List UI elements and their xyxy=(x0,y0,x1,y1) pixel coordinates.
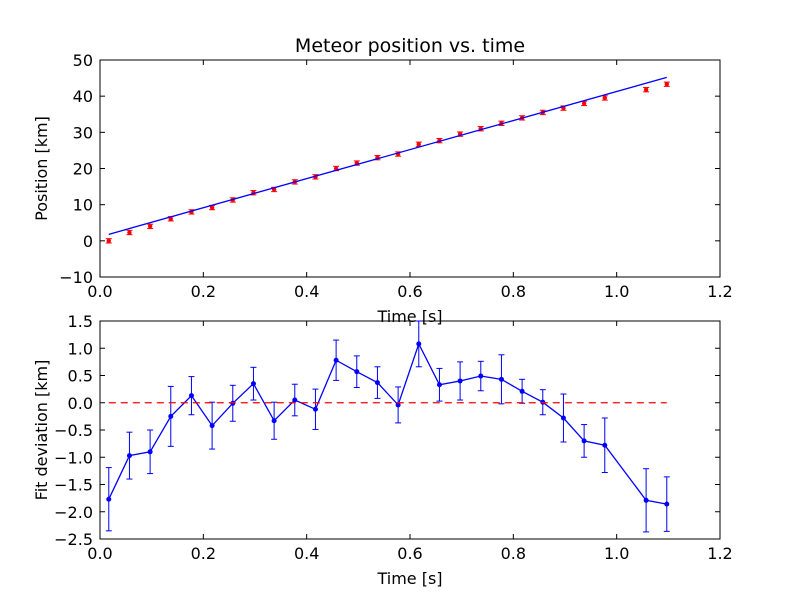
data-point xyxy=(581,101,587,106)
data-point xyxy=(498,376,504,382)
data-point xyxy=(333,357,339,363)
data-point xyxy=(354,369,360,375)
x-tick-label: 0.2 xyxy=(191,544,216,563)
data-point xyxy=(664,501,670,507)
data-point xyxy=(602,95,607,101)
data-point xyxy=(643,87,649,92)
y-tick-label: 30 xyxy=(73,123,93,142)
y-tick-label: 1.0 xyxy=(68,339,93,358)
data-point xyxy=(126,453,132,459)
y-tick-label: −2.0 xyxy=(54,503,93,522)
x-tick-label: 1.0 xyxy=(604,544,629,563)
data-point xyxy=(106,238,111,244)
data-point xyxy=(374,380,380,386)
y-tick-label: −0.5 xyxy=(54,421,93,440)
data-point xyxy=(168,413,174,419)
data-point xyxy=(436,382,442,388)
data-point xyxy=(643,497,649,503)
deviation-panel: 0.0 0.2 0.4 0.6 0.8 1.0 1.2 −2.5 −2.0 −1.5 −1.0 −0.… xyxy=(32,312,733,588)
data-point xyxy=(478,373,484,379)
y-tick-label: 1.5 xyxy=(68,312,93,331)
x-tick-label: 0.6 xyxy=(397,544,422,563)
data-point xyxy=(147,224,153,229)
position-panel: 0.0 0.2 0.4 0.6 0.8 1.0 1.2 −10 0 10 20 30 40 50 Meteo… xyxy=(32,35,733,326)
plot-frame xyxy=(99,59,721,278)
y-axis-label: Position [km] xyxy=(32,116,51,221)
x-tick-label: 0.4 xyxy=(294,544,319,563)
data-point xyxy=(581,438,587,444)
y-tick-label: 10 xyxy=(73,196,93,215)
data-point xyxy=(127,230,132,235)
y-tick-label: 20 xyxy=(73,160,93,179)
y-tick-label: 0 xyxy=(83,232,93,251)
data-point xyxy=(271,418,277,424)
x-tick-label: 0.2 xyxy=(191,282,216,301)
y-tick-label: −2.5 xyxy=(54,530,93,549)
x-tick-label: 1.2 xyxy=(707,282,732,301)
data-point xyxy=(188,393,194,399)
x-tick-label: 1.0 xyxy=(604,282,629,301)
x-tick-label: 0.4 xyxy=(294,282,319,301)
x-tick-label: 1.2 xyxy=(707,544,732,563)
data-point xyxy=(519,388,525,394)
deviation-line xyxy=(108,342,667,505)
y-tick-label: 0.0 xyxy=(68,394,93,413)
x-tick-label: 0.8 xyxy=(501,282,526,301)
data-point xyxy=(250,381,256,387)
y-tick-label: 40 xyxy=(73,87,93,106)
data-point xyxy=(395,402,401,408)
y-tick-label: 50 xyxy=(73,51,93,70)
data-point xyxy=(416,341,422,347)
data-point xyxy=(147,449,153,455)
data-point xyxy=(312,406,318,412)
data-point xyxy=(292,397,298,403)
y-tick-label: −1.5 xyxy=(54,476,93,495)
y-tick-label: 0.5 xyxy=(68,367,93,386)
y-tick-label: −10 xyxy=(59,268,93,287)
fit-line xyxy=(108,76,667,235)
x-tick-label: 0.6 xyxy=(397,282,422,301)
data-point xyxy=(209,205,215,210)
x-tick-label: 0.8 xyxy=(501,544,526,563)
x-tick-label: 0.0 xyxy=(87,282,112,301)
data-point xyxy=(209,423,215,429)
data-point xyxy=(664,82,669,87)
data-point xyxy=(416,142,421,147)
data-point xyxy=(560,415,566,421)
x-tick-label: 0.0 xyxy=(87,544,112,563)
data-point xyxy=(457,378,463,384)
y-axis-label: Fit deviation [km] xyxy=(32,360,51,501)
x-axis-label: Time [s] xyxy=(376,569,442,588)
y-tick-label: −1.0 xyxy=(54,448,93,467)
chart-title: Meteor position vs. time xyxy=(295,35,525,57)
data-point xyxy=(602,442,608,448)
data-point xyxy=(106,496,112,502)
plot-frame xyxy=(99,320,721,540)
